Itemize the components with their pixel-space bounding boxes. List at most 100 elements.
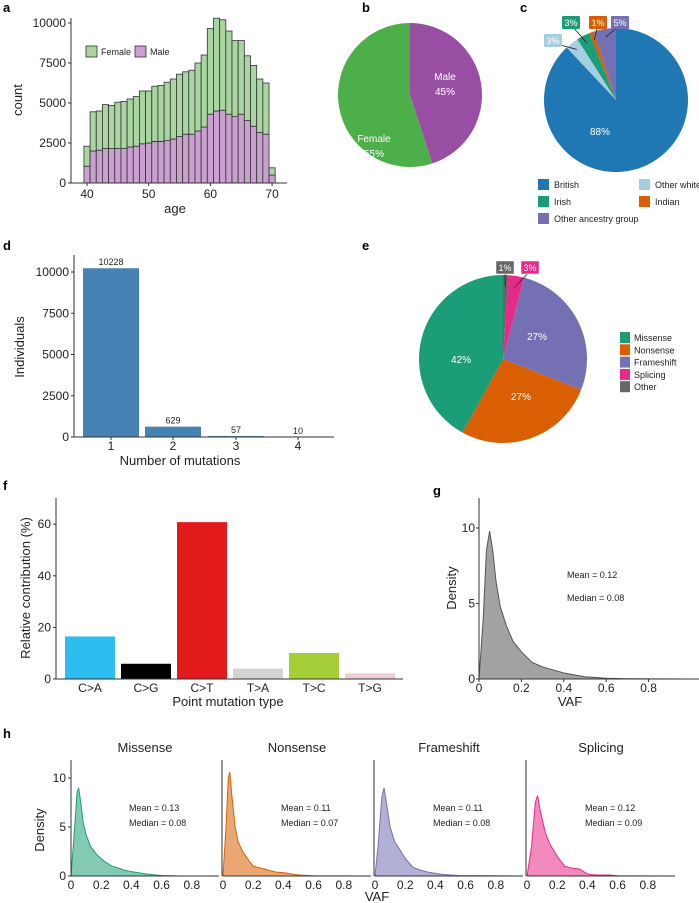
legend-label: British	[554, 180, 579, 190]
y-tick-label: 7500	[42, 306, 69, 320]
pie-label-male: Male	[434, 72, 456, 83]
median-annotation: Median = 0.08	[433, 818, 490, 828]
bar-male	[163, 140, 171, 184]
bar-female	[157, 85, 165, 142]
legend-swatch	[639, 196, 650, 207]
legend-swatch	[620, 381, 630, 393]
x-tick-label: 0.6	[598, 681, 615, 695]
bar-T>C	[289, 652, 339, 679]
bar-female	[243, 55, 251, 122]
bar-female	[262, 82, 270, 135]
x-tick-label: 0.2	[93, 878, 110, 892]
panel-label: e	[362, 238, 369, 253]
y-tick-label: 10	[462, 521, 476, 535]
bar-female	[126, 98, 134, 148]
y-tick-label: 20	[38, 620, 52, 634]
pie-pct: 42%	[451, 355, 471, 366]
bar-female	[95, 110, 103, 151]
callout-box	[611, 16, 629, 29]
x-tick-label: 1	[108, 439, 115, 453]
bar-male	[200, 126, 208, 184]
bar-male	[151, 140, 159, 184]
legend-label: Other ancestry group	[554, 214, 639, 224]
density-area-splicing	[526, 795, 674, 877]
bar-T>A	[233, 668, 283, 679]
x-tick-label: 0	[372, 878, 379, 892]
legend-label: Other white	[655, 180, 699, 190]
y-axis-label: Density	[444, 566, 459, 610]
bar-female	[231, 40, 239, 117]
legend-swatch	[538, 179, 549, 190]
x-axis-label: VAF	[558, 694, 582, 709]
panel-label: a	[3, 0, 11, 15]
x-tick-label: 50	[142, 187, 156, 201]
x-axis-label: Point mutation type	[172, 694, 283, 709]
x-tick-label: 4	[295, 439, 302, 453]
legend-label: Missense	[634, 333, 672, 343]
bar-male	[182, 133, 190, 184]
y-tick-label: 2500	[42, 389, 69, 403]
y-tick-label: 0	[44, 672, 51, 686]
bar-2	[145, 426, 201, 437]
x-tick-label: 0.4	[427, 878, 444, 892]
legend-swatch	[620, 344, 630, 356]
y-tick-label: 5000	[42, 348, 69, 362]
x-tick-label: 0.8	[487, 878, 504, 892]
bar-male	[262, 133, 270, 184]
bar-C>A	[65, 636, 115, 679]
legend-swatch	[538, 213, 549, 224]
bar-male	[250, 125, 258, 184]
legend-swatch-female	[85, 45, 98, 58]
bar-T>G	[345, 673, 395, 679]
legend-swatch	[538, 196, 549, 207]
y-tick-label: 0	[59, 176, 66, 190]
legend-label-male: Male	[150, 47, 170, 57]
facet-title: Missense	[118, 740, 173, 755]
bar-female	[145, 90, 153, 144]
density-area	[478, 530, 685, 680]
density-area-nonsense	[222, 771, 370, 877]
x-axis-label: VAF	[365, 889, 389, 903]
bar-C>G	[121, 663, 171, 679]
x-tick-label: 0.6	[153, 878, 170, 892]
bar-female	[206, 28, 214, 115]
y-tick-label: 10	[53, 771, 67, 785]
bar-male	[108, 148, 116, 184]
callout-label: 3%	[546, 36, 559, 46]
x-tick-label: T>C	[302, 681, 325, 695]
y-tick-label: 40	[38, 569, 52, 583]
pie-slice-indian	[589, 31, 616, 100]
bar-female	[169, 78, 177, 140]
panel-label: f	[3, 478, 8, 493]
y-axis-label: Density	[32, 808, 47, 852]
pie-slice-missense	[418, 275, 503, 433]
legend-swatch	[620, 332, 630, 343]
callout-box	[544, 34, 562, 47]
panel-label: b	[362, 0, 370, 15]
panel-label: g	[433, 483, 441, 498]
bar-male	[206, 113, 214, 184]
pie-label-female: Female	[357, 134, 391, 145]
x-tick-label: 0.2	[245, 878, 262, 892]
pie-slice-other-ancestry-group	[593, 28, 616, 100]
bar-male	[256, 132, 264, 184]
bar-male	[219, 109, 227, 184]
bar-value-label: 57	[231, 425, 241, 435]
bar-female	[219, 19, 227, 111]
bar-female	[176, 73, 184, 137]
bar-female	[200, 54, 208, 128]
legend-label: Splicing	[634, 370, 666, 380]
y-tick-label: 5	[468, 597, 475, 611]
bar-male	[139, 143, 147, 184]
x-tick-label: 0.4	[555, 681, 572, 695]
y-tick-label: 2500	[39, 136, 66, 150]
pie-slice-male	[410, 22, 483, 164]
x-tick-label: 0.8	[183, 878, 200, 892]
legend-swatch	[620, 368, 630, 380]
x-tick-label: C>G	[133, 681, 158, 695]
x-tick-label: 3	[233, 439, 240, 453]
x-tick-label: 0.6	[609, 878, 626, 892]
x-tick-label: 60	[204, 187, 218, 201]
bar-male	[102, 148, 109, 184]
